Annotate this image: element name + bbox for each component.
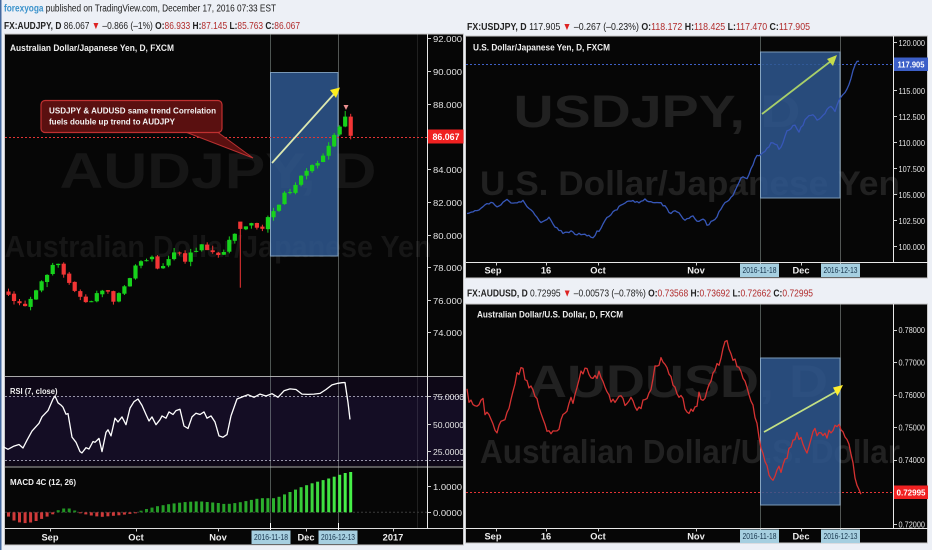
svg-text:117.905: 117.905 bbox=[898, 60, 925, 70]
svg-text:92.000: 92.000 bbox=[433, 34, 462, 44]
svg-text:2016-12-13: 2016-12-13 bbox=[824, 531, 858, 541]
svg-text:Nov: Nov bbox=[687, 266, 705, 276]
svg-text:Dec: Dec bbox=[792, 532, 809, 542]
svg-text:120.000: 120.000 bbox=[899, 39, 926, 48]
svg-text:2017: 2017 bbox=[383, 533, 404, 543]
svg-text:2016-12-13: 2016-12-13 bbox=[321, 532, 355, 542]
svg-text:78.000: 78.000 bbox=[433, 263, 462, 273]
svg-text:25.0000: 25.0000 bbox=[433, 447, 464, 457]
svg-text:2016-11-18: 2016-11-18 bbox=[254, 532, 288, 542]
svg-text:82.000: 82.000 bbox=[433, 198, 462, 208]
svg-text:2016-12-13: 2016-12-13 bbox=[824, 265, 858, 275]
svg-text:0.72995: 0.72995 bbox=[897, 488, 926, 498]
svg-text:Australian Dollar/Japanese Yen: Australian Dollar/Japanese Yen bbox=[5, 229, 432, 264]
svg-text:76.000: 76.000 bbox=[433, 296, 462, 306]
svg-text:112.500: 112.500 bbox=[899, 113, 926, 122]
svg-text:102.500: 102.500 bbox=[899, 217, 926, 226]
svg-text:U.S. Dollar/Japanese Yen, D, F: U.S. Dollar/Japanese Yen, D, FXCM bbox=[473, 43, 610, 53]
svg-text:0.0000: 0.0000 bbox=[433, 508, 462, 518]
svg-text:0.77000: 0.77000 bbox=[899, 359, 926, 368]
svg-text:Oct: Oct bbox=[590, 266, 606, 276]
svg-text:86.067: 86.067 bbox=[433, 132, 460, 142]
svg-text:0.72000: 0.72000 bbox=[899, 521, 926, 530]
svg-text:16: 16 bbox=[541, 266, 551, 276]
svg-text:MACD 4C (12, 26): MACD 4C (12, 26) bbox=[10, 478, 76, 487]
svg-text:Nov: Nov bbox=[209, 533, 227, 543]
svg-text:Oct: Oct bbox=[590, 532, 606, 542]
svg-text:forexyoga published on Trading: forexyoga published on TradingView.com, … bbox=[4, 4, 276, 15]
svg-text:0.74000: 0.74000 bbox=[899, 456, 926, 465]
svg-text:110.000: 110.000 bbox=[899, 139, 926, 148]
svg-text:50.0000: 50.0000 bbox=[433, 420, 464, 430]
svg-text:107.500: 107.500 bbox=[899, 165, 926, 174]
svg-text:Oct: Oct bbox=[128, 533, 144, 543]
svg-text:Dec: Dec bbox=[297, 533, 314, 543]
svg-text:1.0000: 1.0000 bbox=[433, 482, 462, 492]
svg-text:90.000: 90.000 bbox=[433, 67, 462, 77]
svg-text:FX:USDJPY, D 117.905 ▼ –0.267: FX:USDJPY, D 117.905 ▼ –0.267 (–0.23%) O… bbox=[467, 21, 810, 33]
svg-text:FX:AUDJPY, D 86.067 ▼ –0.866: FX:AUDJPY, D 86.067 ▼ –0.866 (–1%) O:86.… bbox=[4, 20, 300, 32]
svg-text:Australian Dollar/U.S. Dollar,: Australian Dollar/U.S. Dollar, D, FXCM bbox=[477, 310, 623, 320]
svg-text:84.000: 84.000 bbox=[433, 165, 462, 175]
svg-text:Sep: Sep bbox=[41, 533, 58, 543]
svg-text:2016-11-18: 2016-11-18 bbox=[743, 265, 777, 275]
svg-text:88.000: 88.000 bbox=[433, 100, 462, 110]
svg-text:0.76000: 0.76000 bbox=[899, 391, 926, 400]
svg-text:Australian Dollar/Japanese Yen: Australian Dollar/Japanese Yen, D, FXCM bbox=[10, 43, 174, 53]
svg-text:74.000: 74.000 bbox=[433, 328, 462, 338]
svg-text:0.78000: 0.78000 bbox=[899, 326, 926, 335]
svg-text:100.000: 100.000 bbox=[899, 243, 926, 252]
svg-text:75.0000: 75.0000 bbox=[433, 392, 464, 402]
svg-text:Sep: Sep bbox=[484, 266, 501, 276]
svg-text:0.75000: 0.75000 bbox=[899, 424, 926, 433]
svg-text:USDJPY & AUDUSD same trend Cor: USDJPY & AUDUSD same trend Correlation bbox=[49, 106, 216, 116]
svg-text:FX:AUDUSD, D 0.72995 ▼ –0.005: FX:AUDUSD, D 0.72995 ▼ –0.00573 (–0.78%)… bbox=[467, 288, 813, 300]
svg-text:2016-11-18: 2016-11-18 bbox=[743, 531, 777, 541]
svg-text:fuels double up trend to AUDJP: fuels double up trend to AUDJPY bbox=[49, 117, 175, 127]
svg-text:RSI (7, close): RSI (7, close) bbox=[10, 387, 58, 396]
svg-text:Dec: Dec bbox=[792, 266, 809, 276]
svg-text:80.000: 80.000 bbox=[433, 231, 462, 241]
svg-text:Nov: Nov bbox=[687, 532, 705, 542]
svg-text:105.000: 105.000 bbox=[899, 191, 926, 200]
svg-text:115.000: 115.000 bbox=[899, 87, 926, 96]
svg-text:USDJPY, D: USDJPY, D bbox=[514, 86, 801, 137]
svg-text:Sep: Sep bbox=[484, 532, 501, 542]
svg-text:16: 16 bbox=[541, 532, 551, 542]
